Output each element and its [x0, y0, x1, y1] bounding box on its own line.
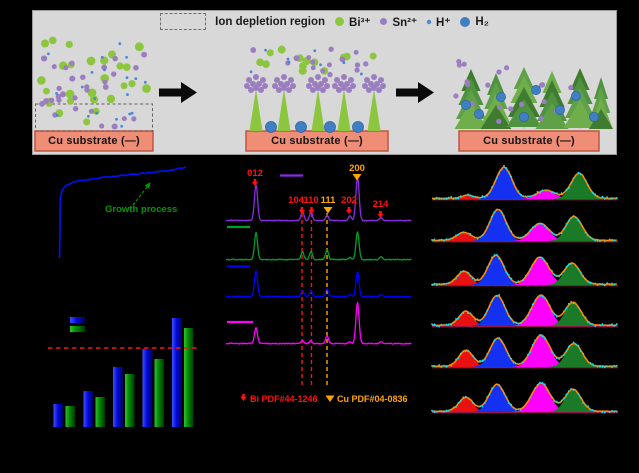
ion-depletion-label: Ion depletion region: [215, 15, 326, 28]
legend-item-hplus: H⁺: [426, 15, 450, 29]
bi-ion-icon: [335, 17, 345, 26]
xrd-peak-label-202: 202: [341, 195, 357, 206]
cu-substrate-label-2: Cu substrate (—): [271, 135, 363, 147]
sn-ion-label: Sn²⁺: [392, 16, 418, 29]
schematic-drawing: [34, 36, 614, 152]
h-plus-ion-label: H⁺: [436, 16, 451, 29]
xrd-peak-label-104: 104: [288, 195, 305, 206]
legend-item-bi: Bi³⁺: [334, 15, 370, 29]
h2-label: H₂: [475, 15, 489, 28]
xrd-peak-label-110: 110: [303, 195, 318, 206]
panel-schematic: Ion depletion region Bi³⁺ Sn²⁺ H⁺: [32, 10, 617, 155]
xrd-peak-label-111: 111: [321, 195, 337, 206]
panel-growth-chart: Growth process: [48, 166, 198, 427]
growth-process-label: Growth process: [105, 204, 177, 215]
cu-pdf-reference: Cu PDF#04-0836: [337, 394, 408, 404]
ion-depletion-box-icon: [160, 13, 207, 30]
sn-ion-icon: [380, 18, 388, 25]
bi-pdf-reference: Bi PDF#44-1246: [250, 394, 318, 404]
xrd-peak-label-012: 012: [247, 168, 263, 179]
legend-item-h2: H₂: [459, 15, 489, 28]
xrd-peak-label-200: 200: [349, 163, 365, 174]
xrd-peak-label-214: 214: [373, 199, 390, 210]
h2-bubble-icon: [460, 16, 471, 27]
cu-substrate-label-3: Cu substrate (—): [483, 135, 575, 147]
h-plus-ion-icon: [426, 19, 432, 24]
bi-ion-label: Bi³⁺: [349, 16, 371, 29]
panel-xps: [431, 164, 618, 414]
legend-item-sn: Sn²⁺: [379, 15, 417, 29]
cu-substrate-label-1: Cu substrate (—): [48, 135, 140, 147]
schematic-legend: Ion depletion region Bi³⁺ Sn²⁺ H⁺: [33, 13, 616, 30]
panel-xrd: 012 104 110 111 202 200 214 Bi PDF#44-12…: [225, 163, 412, 404]
